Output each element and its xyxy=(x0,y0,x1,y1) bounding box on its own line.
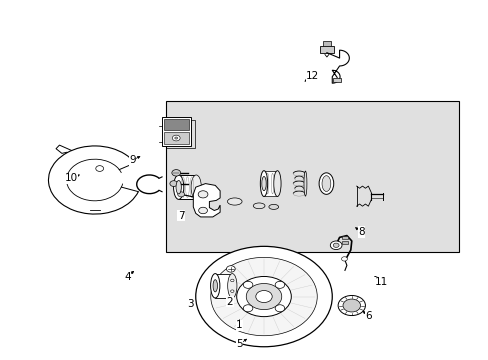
Circle shape xyxy=(171,170,180,176)
Ellipse shape xyxy=(268,204,278,210)
Circle shape xyxy=(96,166,103,171)
Text: 10: 10 xyxy=(65,173,78,183)
Circle shape xyxy=(337,296,365,316)
Circle shape xyxy=(275,305,284,312)
Ellipse shape xyxy=(273,171,281,197)
Circle shape xyxy=(210,257,317,336)
Bar xyxy=(323,41,330,45)
Ellipse shape xyxy=(173,175,183,199)
FancyBboxPatch shape xyxy=(166,101,458,252)
Circle shape xyxy=(230,279,234,282)
Ellipse shape xyxy=(176,180,181,194)
Circle shape xyxy=(243,305,252,312)
Bar xyxy=(163,132,188,144)
Bar xyxy=(264,171,277,197)
Circle shape xyxy=(236,276,291,317)
Circle shape xyxy=(172,135,180,141)
Ellipse shape xyxy=(213,280,217,292)
Text: 1: 1 xyxy=(236,320,243,330)
Ellipse shape xyxy=(227,274,237,298)
Bar xyxy=(320,45,333,53)
Circle shape xyxy=(341,257,346,261)
Bar xyxy=(332,78,340,82)
Circle shape xyxy=(177,192,184,197)
Ellipse shape xyxy=(210,274,220,298)
Circle shape xyxy=(198,191,207,198)
Ellipse shape xyxy=(304,171,306,196)
Text: 3: 3 xyxy=(187,299,194,309)
Circle shape xyxy=(174,137,177,139)
Ellipse shape xyxy=(261,176,265,191)
Circle shape xyxy=(330,241,341,249)
Circle shape xyxy=(275,281,284,288)
Circle shape xyxy=(195,246,331,347)
Circle shape xyxy=(230,290,234,292)
Polygon shape xyxy=(193,184,220,217)
Bar xyxy=(161,117,190,146)
Text: 4: 4 xyxy=(124,272,130,282)
Text: 6: 6 xyxy=(365,311,371,321)
Text: 11: 11 xyxy=(374,277,387,287)
Circle shape xyxy=(169,181,177,186)
Text: 8: 8 xyxy=(358,227,364,237)
Ellipse shape xyxy=(322,176,330,192)
Circle shape xyxy=(332,243,338,247)
Circle shape xyxy=(255,291,272,302)
Text: 9: 9 xyxy=(129,155,135,165)
Ellipse shape xyxy=(191,175,201,199)
Bar xyxy=(178,175,196,199)
Circle shape xyxy=(226,266,235,272)
Bar xyxy=(341,236,347,239)
Circle shape xyxy=(243,281,252,288)
Ellipse shape xyxy=(253,203,264,209)
Text: 2: 2 xyxy=(226,297,233,307)
Circle shape xyxy=(342,299,360,312)
Bar xyxy=(165,120,194,148)
Text: 7: 7 xyxy=(178,211,184,221)
Bar xyxy=(341,241,347,244)
Ellipse shape xyxy=(227,198,242,205)
Ellipse shape xyxy=(260,171,267,197)
Circle shape xyxy=(198,207,207,214)
Text: 12: 12 xyxy=(305,71,319,81)
Bar xyxy=(215,274,232,298)
Bar xyxy=(163,120,188,130)
Circle shape xyxy=(246,283,281,310)
Text: 5: 5 xyxy=(236,339,243,349)
Ellipse shape xyxy=(319,173,333,194)
